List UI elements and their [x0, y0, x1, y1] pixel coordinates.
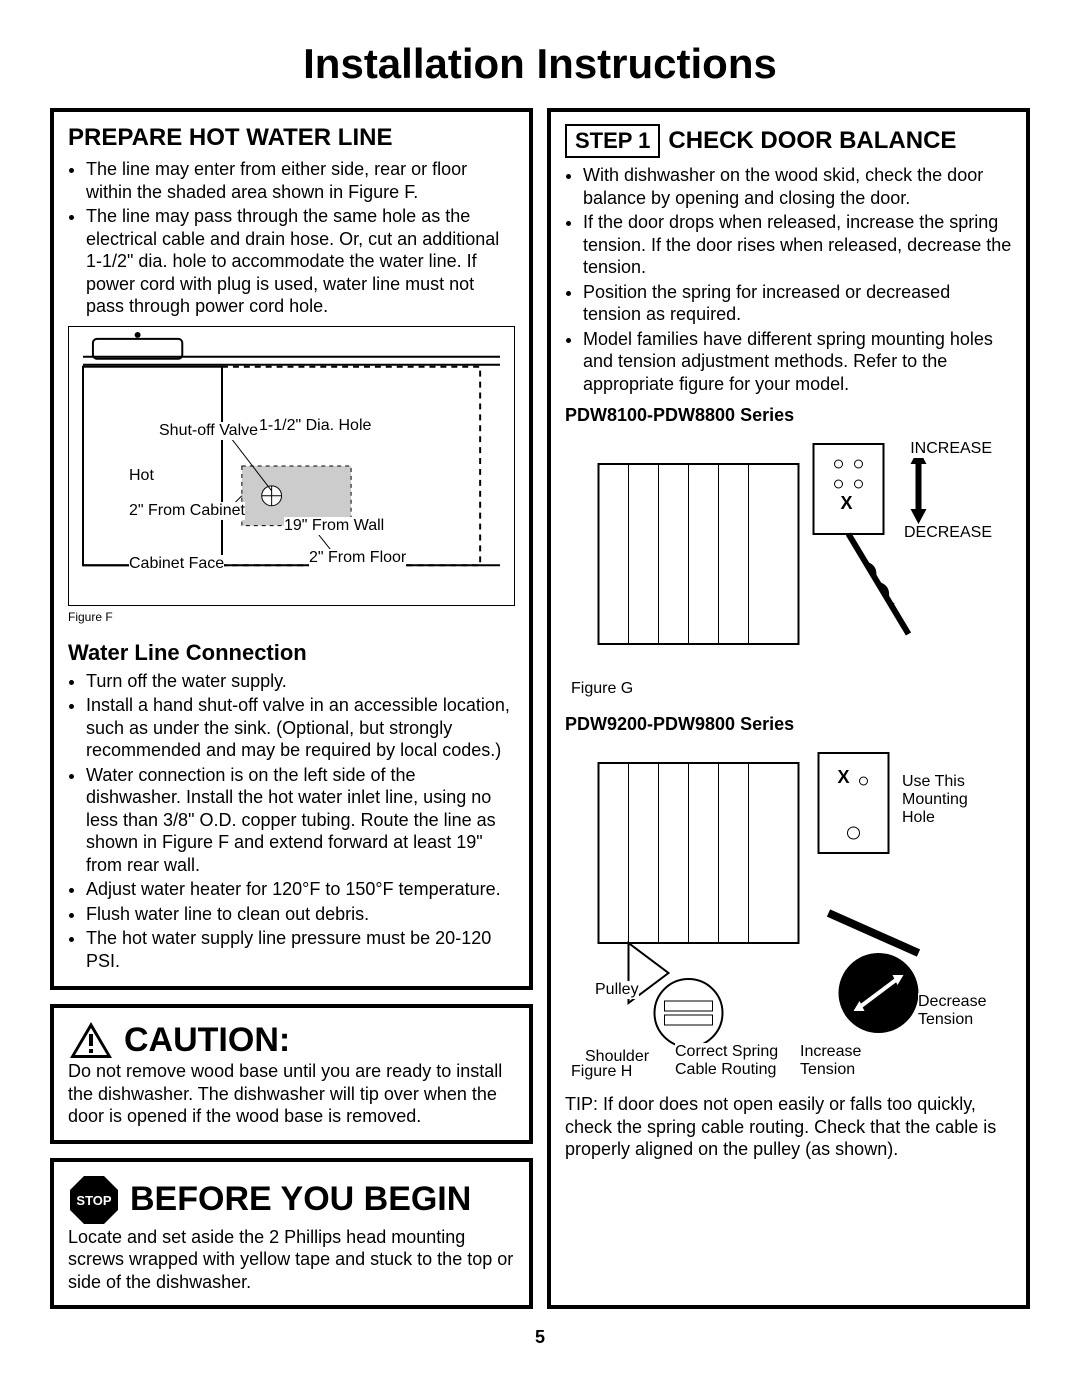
caution-text: Do not remove wood base until you are re… — [68, 1060, 515, 1128]
bullet: Position the spring for increased or dec… — [583, 281, 1012, 326]
label-use-hole: Use This Mounting Hole — [902, 773, 1002, 827]
stop-sign-icon: STOP — [68, 1174, 120, 1226]
label-hole-dia: 1-1/2" Dia. Hole — [259, 417, 371, 435]
bullet: Turn off the water supply. — [86, 670, 515, 693]
figure-h-caption: Figure H — [571, 1063, 632, 1081]
label-decrease: DECREASE — [904, 524, 992, 542]
bullet: If the door drops when released, increas… — [583, 211, 1012, 279]
figure-f-caption: Figure F — [68, 610, 515, 624]
label-shutoff: Shut-off Valve — [159, 422, 258, 440]
bullet: Install a hand shut-off valve in an acce… — [86, 694, 515, 762]
figure-g-svg: X — [565, 434, 1012, 704]
bullet: Water connection is on the left side of … — [86, 764, 515, 877]
label-increase: INCREASE — [910, 440, 992, 458]
svg-text:X: X — [840, 493, 852, 513]
left-column: PREPARE HOT WATER LINE The line may ente… — [50, 108, 533, 1309]
step1-header: STEP 1 CHECK DOOR BALANCE — [565, 124, 1012, 158]
label-correct-routing: Correct Spring Cable Routing — [675, 1043, 805, 1079]
water-line-title: Water Line Connection — [68, 640, 515, 666]
label-increase-tension: Increase Tension — [800, 1043, 880, 1079]
caution-panel: CAUTION: Do not remove wood base until y… — [50, 1004, 533, 1144]
step-number-box: STEP 1 — [565, 124, 660, 158]
label-from-cabinet: 2" From Cabinet — [129, 502, 245, 520]
bullet: The line may pass through the same hole … — [86, 205, 515, 318]
water-line-bullets: Turn off the water supply. Install a han… — [68, 670, 515, 973]
svg-text:X: X — [837, 767, 849, 787]
label-cabinet-face: Cabinet Face — [129, 555, 224, 573]
right-column: STEP 1 CHECK DOOR BALANCE With dishwashe… — [547, 108, 1030, 1309]
bullet: The hot water supply line pressure must … — [86, 927, 515, 972]
series-a-label: PDW8100-PDW8800 Series — [565, 405, 1012, 426]
prepare-title: PREPARE HOT WATER LINE — [68, 124, 515, 152]
bullet: Flush water line to clean out debris. — [86, 903, 515, 926]
bullet: The line may enter from either side, rea… — [86, 158, 515, 203]
caution-title: CAUTION: — [124, 1021, 290, 1060]
before-header: STOP BEFORE YOU BEGIN — [68, 1174, 515, 1226]
label-pulley: Pulley — [595, 981, 639, 999]
before-text: Locate and set aside the 2 Phillips head… — [68, 1226, 515, 1294]
tip-text: TIP: If door does not open easily or fal… — [565, 1093, 1012, 1161]
label-from-wall: 19" From Wall — [284, 517, 384, 535]
label-decrease-tension: Decrease Tension — [918, 993, 1008, 1029]
label-from-floor: 2" From Floor — [309, 549, 406, 567]
page-number: 5 — [50, 1327, 1030, 1348]
page-title: Installation Instructions — [50, 40, 1030, 88]
figure-g-diagram: X INCREASE DECREASE Figure G — [565, 434, 1012, 704]
series-b-label: PDW9200-PDW9800 Series — [565, 714, 1012, 735]
step1-title: CHECK DOOR BALANCE — [668, 127, 956, 155]
figure-h-diagram: X Use This Mountin — [565, 743, 1012, 1083]
before-title: BEFORE YOU BEGIN — [130, 1180, 471, 1219]
bullet: Model families have different spring mou… — [583, 328, 1012, 396]
bullet: With dishwasher on the wood skid, check … — [583, 164, 1012, 209]
figure-f-diagram: Shut-off Valve 1-1/2" Dia. Hole Hot 2" F… — [68, 326, 515, 606]
prepare-bullets: The line may enter from either side, rea… — [68, 158, 515, 318]
warning-triangle-icon — [68, 1020, 114, 1060]
check-door-balance-panel: STEP 1 CHECK DOOR BALANCE With dishwashe… — [547, 108, 1030, 1309]
label-hot: Hot — [129, 467, 154, 485]
step1-bullets: With dishwasher on the wood skid, check … — [565, 164, 1012, 395]
caution-header: CAUTION: — [68, 1020, 515, 1060]
before-you-begin-panel: STOP BEFORE YOU BEGIN Locate and set asi… — [50, 1158, 533, 1310]
bullet: Adjust water heater for 120°F to 150°F t… — [86, 878, 515, 901]
prepare-hot-water-panel: PREPARE HOT WATER LINE The line may ente… — [50, 108, 533, 990]
two-column-layout: PREPARE HOT WATER LINE The line may ente… — [50, 108, 1030, 1309]
figure-g-caption: Figure G — [571, 680, 633, 698]
svg-text:STOP: STOP — [76, 1193, 111, 1208]
